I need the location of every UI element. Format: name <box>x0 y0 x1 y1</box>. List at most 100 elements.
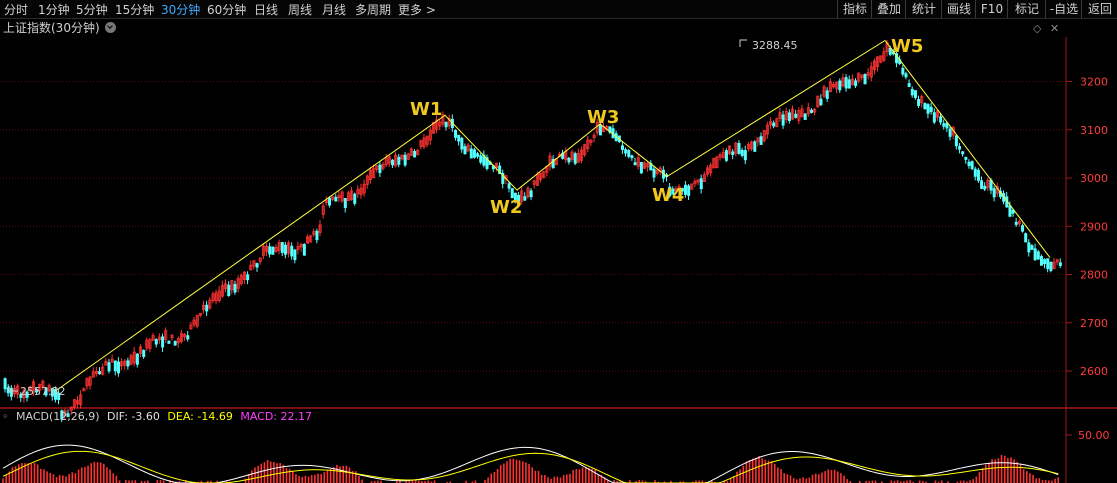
candle-body <box>3 378 7 390</box>
macd-axis-label: 50.00 <box>1078 429 1110 442</box>
candle-body <box>715 156 719 169</box>
candle-body <box>117 361 121 374</box>
period-tab-timeshare[interactable]: 分时 <box>4 3 29 17</box>
candle-body <box>85 378 89 387</box>
candle-body <box>214 292 218 302</box>
candle-body <box>513 192 517 203</box>
candle-body <box>1027 242 1031 253</box>
candle-body <box>239 275 243 285</box>
candle-body <box>1014 221 1018 225</box>
candle-body <box>1017 221 1021 225</box>
candle-body <box>769 121 773 126</box>
price-axis-label: 2600 <box>1080 365 1108 378</box>
period-tab-weekly[interactable]: 周线 <box>288 3 313 17</box>
candle-body <box>633 162 637 166</box>
period-tab-more[interactable]: 更多 > <box>398 3 436 17</box>
macd-dea-value: DEA: -14.69 <box>167 410 233 423</box>
candle-body <box>312 231 316 235</box>
candle-body <box>365 175 369 185</box>
candle-body <box>709 164 713 174</box>
candle-body <box>1033 248 1037 261</box>
candle-body <box>466 144 470 152</box>
candle-body <box>787 112 791 121</box>
candle-body <box>1039 256 1043 266</box>
candle-body <box>400 154 404 160</box>
chevron-down-icon[interactable] <box>105 22 117 33</box>
candle-body <box>242 271 246 280</box>
candle-body <box>384 157 388 165</box>
candle-body <box>699 178 703 190</box>
period-tab-30min[interactable]: 30分钟 <box>161 3 201 17</box>
candle-body <box>9 387 13 397</box>
period-tab-daily[interactable]: 日线 <box>254 3 279 17</box>
candle-body <box>765 124 769 135</box>
macd-name[interactable]: MACD(12,26,9) <box>16 410 100 423</box>
candle-body <box>781 114 785 126</box>
candle-body <box>529 190 533 198</box>
close-icon[interactable]: ✕ <box>1050 22 1060 35</box>
indicator-button[interactable]: 指标 <box>837 0 872 18</box>
candle-body <box>170 334 174 339</box>
candle-body <box>687 185 691 196</box>
price-axis-label: 2800 <box>1080 269 1108 282</box>
candle-body <box>873 60 877 70</box>
wave-label-w4: W4 <box>652 185 684 206</box>
candle-body <box>107 362 111 372</box>
period-tab-multi[interactable]: 多周期 <box>355 3 392 17</box>
candle-body <box>120 361 124 367</box>
mark-button[interactable]: 标记 <box>1007 0 1046 18</box>
macd-settings-icon[interactable]: ◦ <box>2 410 9 423</box>
candle-body <box>129 355 133 365</box>
candle-body <box>444 121 448 128</box>
candle-body <box>123 360 127 366</box>
period-tab-monthly[interactable]: 月线 <box>322 3 347 17</box>
period-tab-60min[interactable]: 60分钟 <box>207 3 247 17</box>
candle-body <box>22 389 26 399</box>
candle-body <box>778 112 782 119</box>
period-tab-15min[interactable]: 15分钟 <box>115 3 155 17</box>
candle-body <box>580 149 584 161</box>
candle-body <box>784 110 788 120</box>
candle-body <box>391 159 395 166</box>
candle-body <box>668 186 672 197</box>
candle-body <box>422 137 426 148</box>
candle-body <box>838 80 842 91</box>
f10-button[interactable]: F10 <box>975 0 1008 18</box>
candle-body <box>296 246 300 250</box>
draw-line-button[interactable]: 画线 <box>941 0 976 18</box>
candle-body <box>356 189 360 195</box>
back-button[interactable]: 返回 <box>1081 0 1117 18</box>
candle-body <box>283 244 287 255</box>
settings-diamond-icon[interactable]: ◇ <box>1033 22 1042 35</box>
candle-body <box>54 389 58 400</box>
candle-body <box>910 88 914 96</box>
candle-body <box>41 380 45 387</box>
candle-body <box>895 53 899 64</box>
candle-body <box>463 146 467 155</box>
candle-body <box>139 346 143 354</box>
candle-body <box>646 163 650 168</box>
candle-body <box>324 199 328 204</box>
overlay-button[interactable]: 叠加 <box>871 0 906 18</box>
candle-body <box>1055 259 1059 263</box>
candle-body <box>104 360 108 366</box>
candle-body <box>416 149 420 156</box>
candle-body <box>753 141 757 152</box>
candle-body <box>592 134 596 139</box>
remove-watchlist-button[interactable]: -自选 <box>1045 0 1082 18</box>
candle-body <box>1046 258 1050 269</box>
candle-body <box>126 360 130 367</box>
candle-body <box>494 162 498 169</box>
candle-body <box>879 55 883 63</box>
candle-body <box>539 172 543 181</box>
candle-body <box>643 162 647 169</box>
period-tab-5min[interactable]: 5分钟 <box>76 3 108 17</box>
candle-body <box>520 190 524 202</box>
candle-body <box>293 249 297 261</box>
candle-body <box>857 72 861 82</box>
period-tab-1min[interactable]: 1分钟 <box>38 3 70 17</box>
candle-body <box>706 167 710 175</box>
candle-body <box>79 394 83 406</box>
candle-body <box>387 156 391 164</box>
stats-button[interactable]: 统计 <box>905 0 942 18</box>
